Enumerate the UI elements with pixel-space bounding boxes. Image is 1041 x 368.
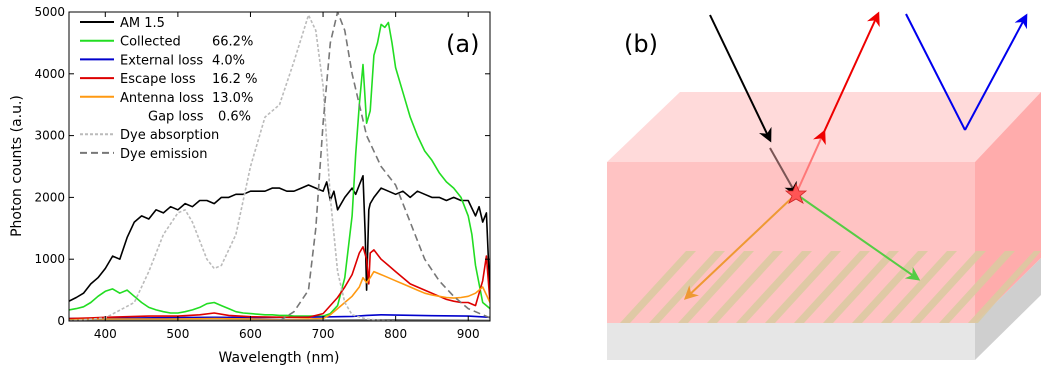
legend-value: 4.0% bbox=[212, 53, 245, 68]
reflected-ray-in bbox=[905, 13, 966, 131]
panel-b-diagram: (b) bbox=[607, 11, 1041, 360]
grating-bar bbox=[620, 251, 696, 323]
slab-top bbox=[607, 92, 1041, 162]
x-tick-label: 800 bbox=[384, 327, 407, 341]
legend-label: Dye absorption bbox=[120, 128, 219, 143]
legend-label: Collected bbox=[120, 35, 181, 50]
guided-ray-orange bbox=[683, 193, 797, 300]
legend-label: Antenna loss bbox=[120, 91, 204, 106]
x-tick-label: 700 bbox=[312, 327, 335, 341]
legend-value: 66.2% bbox=[212, 35, 253, 50]
grating-bar bbox=[823, 251, 899, 323]
slab-front bbox=[607, 162, 975, 323]
grating-bar bbox=[765, 251, 841, 323]
legend-label: Gap loss bbox=[148, 110, 204, 125]
y-tick-label: 4000 bbox=[34, 67, 65, 81]
plot-frame bbox=[68, 11, 491, 322]
grating-bar bbox=[678, 251, 754, 323]
legend-label: Escape loss bbox=[120, 72, 196, 87]
grating-bar bbox=[910, 251, 986, 323]
legend-value: 13.0% bbox=[212, 91, 253, 106]
legend-value: 16.2 % bbox=[212, 72, 257, 87]
substrate-front bbox=[607, 323, 975, 360]
series-line-3 bbox=[69, 246, 490, 320]
y-tick-label: 5000 bbox=[34, 5, 65, 19]
series-line-4 bbox=[69, 270, 490, 321]
x-tick-label: 900 bbox=[457, 327, 480, 341]
grating-bar bbox=[736, 251, 812, 323]
legend-label: Dye emission bbox=[120, 147, 207, 162]
x-tick-label: 400 bbox=[94, 327, 117, 341]
y-tick-label: 1000 bbox=[34, 252, 65, 266]
grating-bar bbox=[881, 251, 957, 323]
series-line-2 bbox=[69, 313, 490, 320]
grating-bar bbox=[794, 251, 870, 323]
legend: AM 1.5 Collected 66.2% External loss 4.0% Esc… bbox=[80, 16, 257, 162]
series-line-6 bbox=[69, 14, 396, 321]
x-tick-label: 600 bbox=[239, 327, 262, 341]
legend-label: External loss bbox=[120, 53, 203, 68]
series-line-1 bbox=[69, 21, 490, 317]
y-tick-label: 0 bbox=[57, 314, 65, 328]
substrate-side bbox=[975, 258, 1041, 360]
x-axis-label: Wavelength (nm) bbox=[219, 350, 340, 366]
escape-ray-inside bbox=[795, 129, 826, 195]
panel-b-label: (b) bbox=[624, 30, 658, 58]
grating-bar bbox=[707, 251, 783, 323]
series-line-7 bbox=[279, 12, 490, 321]
y-tick-label: 2000 bbox=[34, 190, 65, 204]
legend-label: AM 1.5 bbox=[120, 16, 165, 31]
incident-ray-inside bbox=[769, 147, 798, 197]
panel-a-chart: 400 500 600 700 800 900010002000300040005000 … bbox=[9, 5, 491, 366]
legend-value: 0.6% bbox=[218, 110, 251, 125]
y-tick-label: 3000 bbox=[34, 129, 65, 143]
escape-ray bbox=[823, 11, 880, 133]
series-line-0 bbox=[69, 175, 490, 302]
y-axis-label: Photon counts (a.u.) bbox=[9, 95, 25, 237]
guided-ray-green bbox=[795, 193, 921, 281]
grating-bar bbox=[939, 251, 1015, 323]
grating-bar bbox=[968, 251, 1041, 323]
x-tick-label: 500 bbox=[166, 327, 189, 341]
panel-a-label: (a) bbox=[446, 30, 479, 58]
dye-molecule-star bbox=[784, 182, 808, 204]
incident-ray bbox=[709, 14, 772, 143]
reflected-ray-out bbox=[964, 13, 1028, 131]
